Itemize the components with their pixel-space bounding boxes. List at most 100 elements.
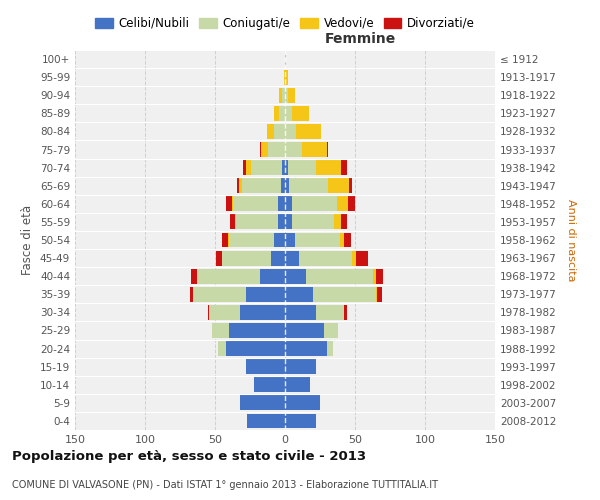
Bar — [217, 250, 222, 266]
Bar — [235, 214, 236, 230]
Bar — [243, 160, 246, 175]
Bar — [373, 269, 376, 283]
Bar — [229, 323, 285, 338]
Bar — [274, 106, 280, 121]
Bar — [212, 323, 229, 338]
Bar — [344, 305, 347, 320]
Y-axis label: Anni di nascita: Anni di nascita — [566, 198, 576, 281]
Bar — [285, 396, 320, 410]
Bar — [285, 214, 292, 230]
Bar — [280, 106, 285, 121]
Bar — [197, 269, 260, 283]
Bar — [226, 341, 285, 356]
Bar — [191, 269, 197, 283]
Bar — [316, 160, 341, 175]
Bar — [296, 124, 322, 139]
Bar — [209, 305, 240, 320]
Bar — [280, 88, 282, 102]
Bar — [285, 52, 286, 66]
Bar — [341, 214, 347, 230]
Bar — [284, 70, 285, 84]
Bar — [236, 214, 278, 230]
Bar — [376, 269, 383, 283]
Bar — [327, 341, 332, 356]
Bar — [295, 232, 340, 248]
Bar — [260, 142, 261, 157]
Bar — [316, 305, 344, 320]
Bar — [352, 250, 356, 266]
Bar — [190, 287, 193, 302]
Bar — [328, 178, 349, 193]
Text: Popolazione per età, sesso e stato civile - 2013: Popolazione per età, sesso e stato civil… — [12, 450, 366, 463]
Bar — [233, 196, 278, 211]
Bar — [261, 142, 268, 157]
Bar — [306, 269, 373, 283]
Bar — [285, 160, 288, 175]
Bar — [292, 196, 337, 211]
Bar — [313, 287, 376, 302]
Bar — [285, 178, 289, 193]
Bar — [285, 250, 299, 266]
Bar — [285, 269, 306, 283]
Bar — [230, 214, 235, 230]
Bar — [285, 142, 302, 157]
Bar — [327, 142, 328, 157]
Bar — [282, 160, 285, 175]
Bar — [324, 323, 338, 338]
Bar — [337, 196, 348, 211]
Bar — [302, 142, 327, 157]
Bar — [344, 232, 351, 248]
Text: COMUNE DI VALVASONE (PN) - Dati ISTAT 1° gennaio 2013 - Elaborazione TUTTITALIA.: COMUNE DI VALVASONE (PN) - Dati ISTAT 1°… — [12, 480, 438, 490]
Bar — [232, 196, 233, 211]
Bar — [289, 178, 328, 193]
Bar — [274, 232, 285, 248]
Legend: Celibi/Nubili, Coniugati/e, Vedovi/e, Divorziati/e: Celibi/Nubili, Coniugati/e, Vedovi/e, Di… — [90, 12, 480, 34]
Bar — [229, 232, 274, 248]
Bar — [285, 305, 316, 320]
Bar — [251, 160, 282, 175]
Bar — [218, 341, 226, 356]
Bar — [334, 214, 341, 230]
Bar — [208, 305, 209, 320]
Bar — [285, 378, 310, 392]
Bar — [222, 232, 227, 248]
Bar — [278, 214, 285, 230]
Bar — [278, 196, 285, 211]
Bar — [285, 106, 292, 121]
Bar — [242, 178, 281, 193]
Bar — [285, 341, 327, 356]
Bar — [239, 178, 242, 193]
Bar — [246, 160, 251, 175]
Bar — [260, 269, 285, 283]
Bar — [356, 250, 368, 266]
Bar — [240, 305, 285, 320]
Bar — [281, 178, 285, 193]
Bar — [246, 359, 285, 374]
Bar — [282, 88, 285, 102]
Bar — [299, 250, 352, 266]
Bar — [285, 359, 316, 374]
Bar — [348, 196, 355, 211]
Bar — [288, 88, 295, 102]
Bar — [271, 250, 285, 266]
Bar — [285, 196, 292, 211]
Bar — [341, 160, 347, 175]
Bar — [238, 178, 239, 193]
Bar — [274, 124, 285, 139]
Bar — [285, 232, 295, 248]
Bar — [288, 160, 316, 175]
Bar — [267, 124, 274, 139]
Bar — [292, 214, 334, 230]
Bar — [376, 287, 377, 302]
Bar — [247, 414, 285, 428]
Text: Femmine: Femmine — [325, 32, 396, 46]
Bar — [292, 106, 309, 121]
Bar — [193, 287, 246, 302]
Bar — [227, 232, 229, 248]
Bar — [285, 323, 324, 338]
Bar — [254, 378, 285, 392]
Bar — [240, 396, 285, 410]
Bar — [268, 142, 285, 157]
Bar — [285, 287, 313, 302]
Bar — [285, 70, 288, 84]
